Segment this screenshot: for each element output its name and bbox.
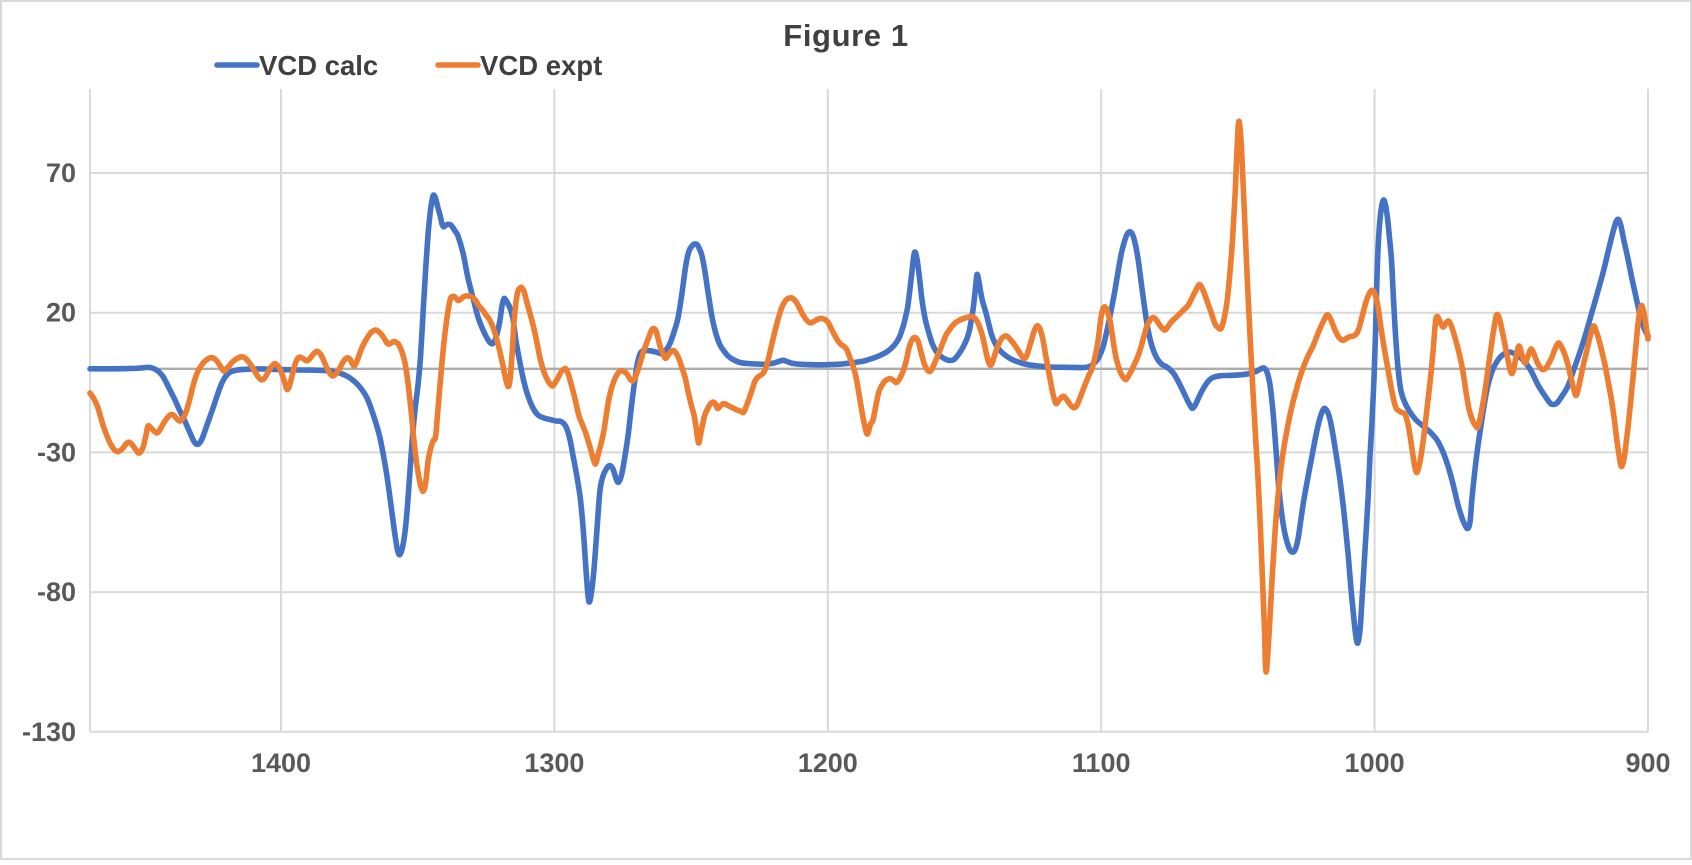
svg-text:900: 900	[1625, 748, 1670, 778]
svg-text:-80: -80	[37, 577, 76, 607]
svg-text:1400: 1400	[251, 748, 311, 778]
svg-text:70: 70	[46, 158, 76, 188]
svg-text:1100: 1100	[1072, 748, 1131, 778]
svg-text:1000: 1000	[1345, 748, 1405, 778]
svg-text:20: 20	[46, 298, 76, 328]
svg-text:1200: 1200	[798, 748, 858, 778]
svg-text:VCD expt: VCD expt	[480, 50, 602, 81]
svg-text:-30: -30	[37, 437, 76, 467]
svg-text:Figure 1: Figure 1	[783, 18, 908, 53]
svg-text:1300: 1300	[524, 748, 584, 778]
svg-text:-130: -130	[22, 717, 76, 747]
svg-text:VCD calc: VCD calc	[259, 50, 378, 81]
